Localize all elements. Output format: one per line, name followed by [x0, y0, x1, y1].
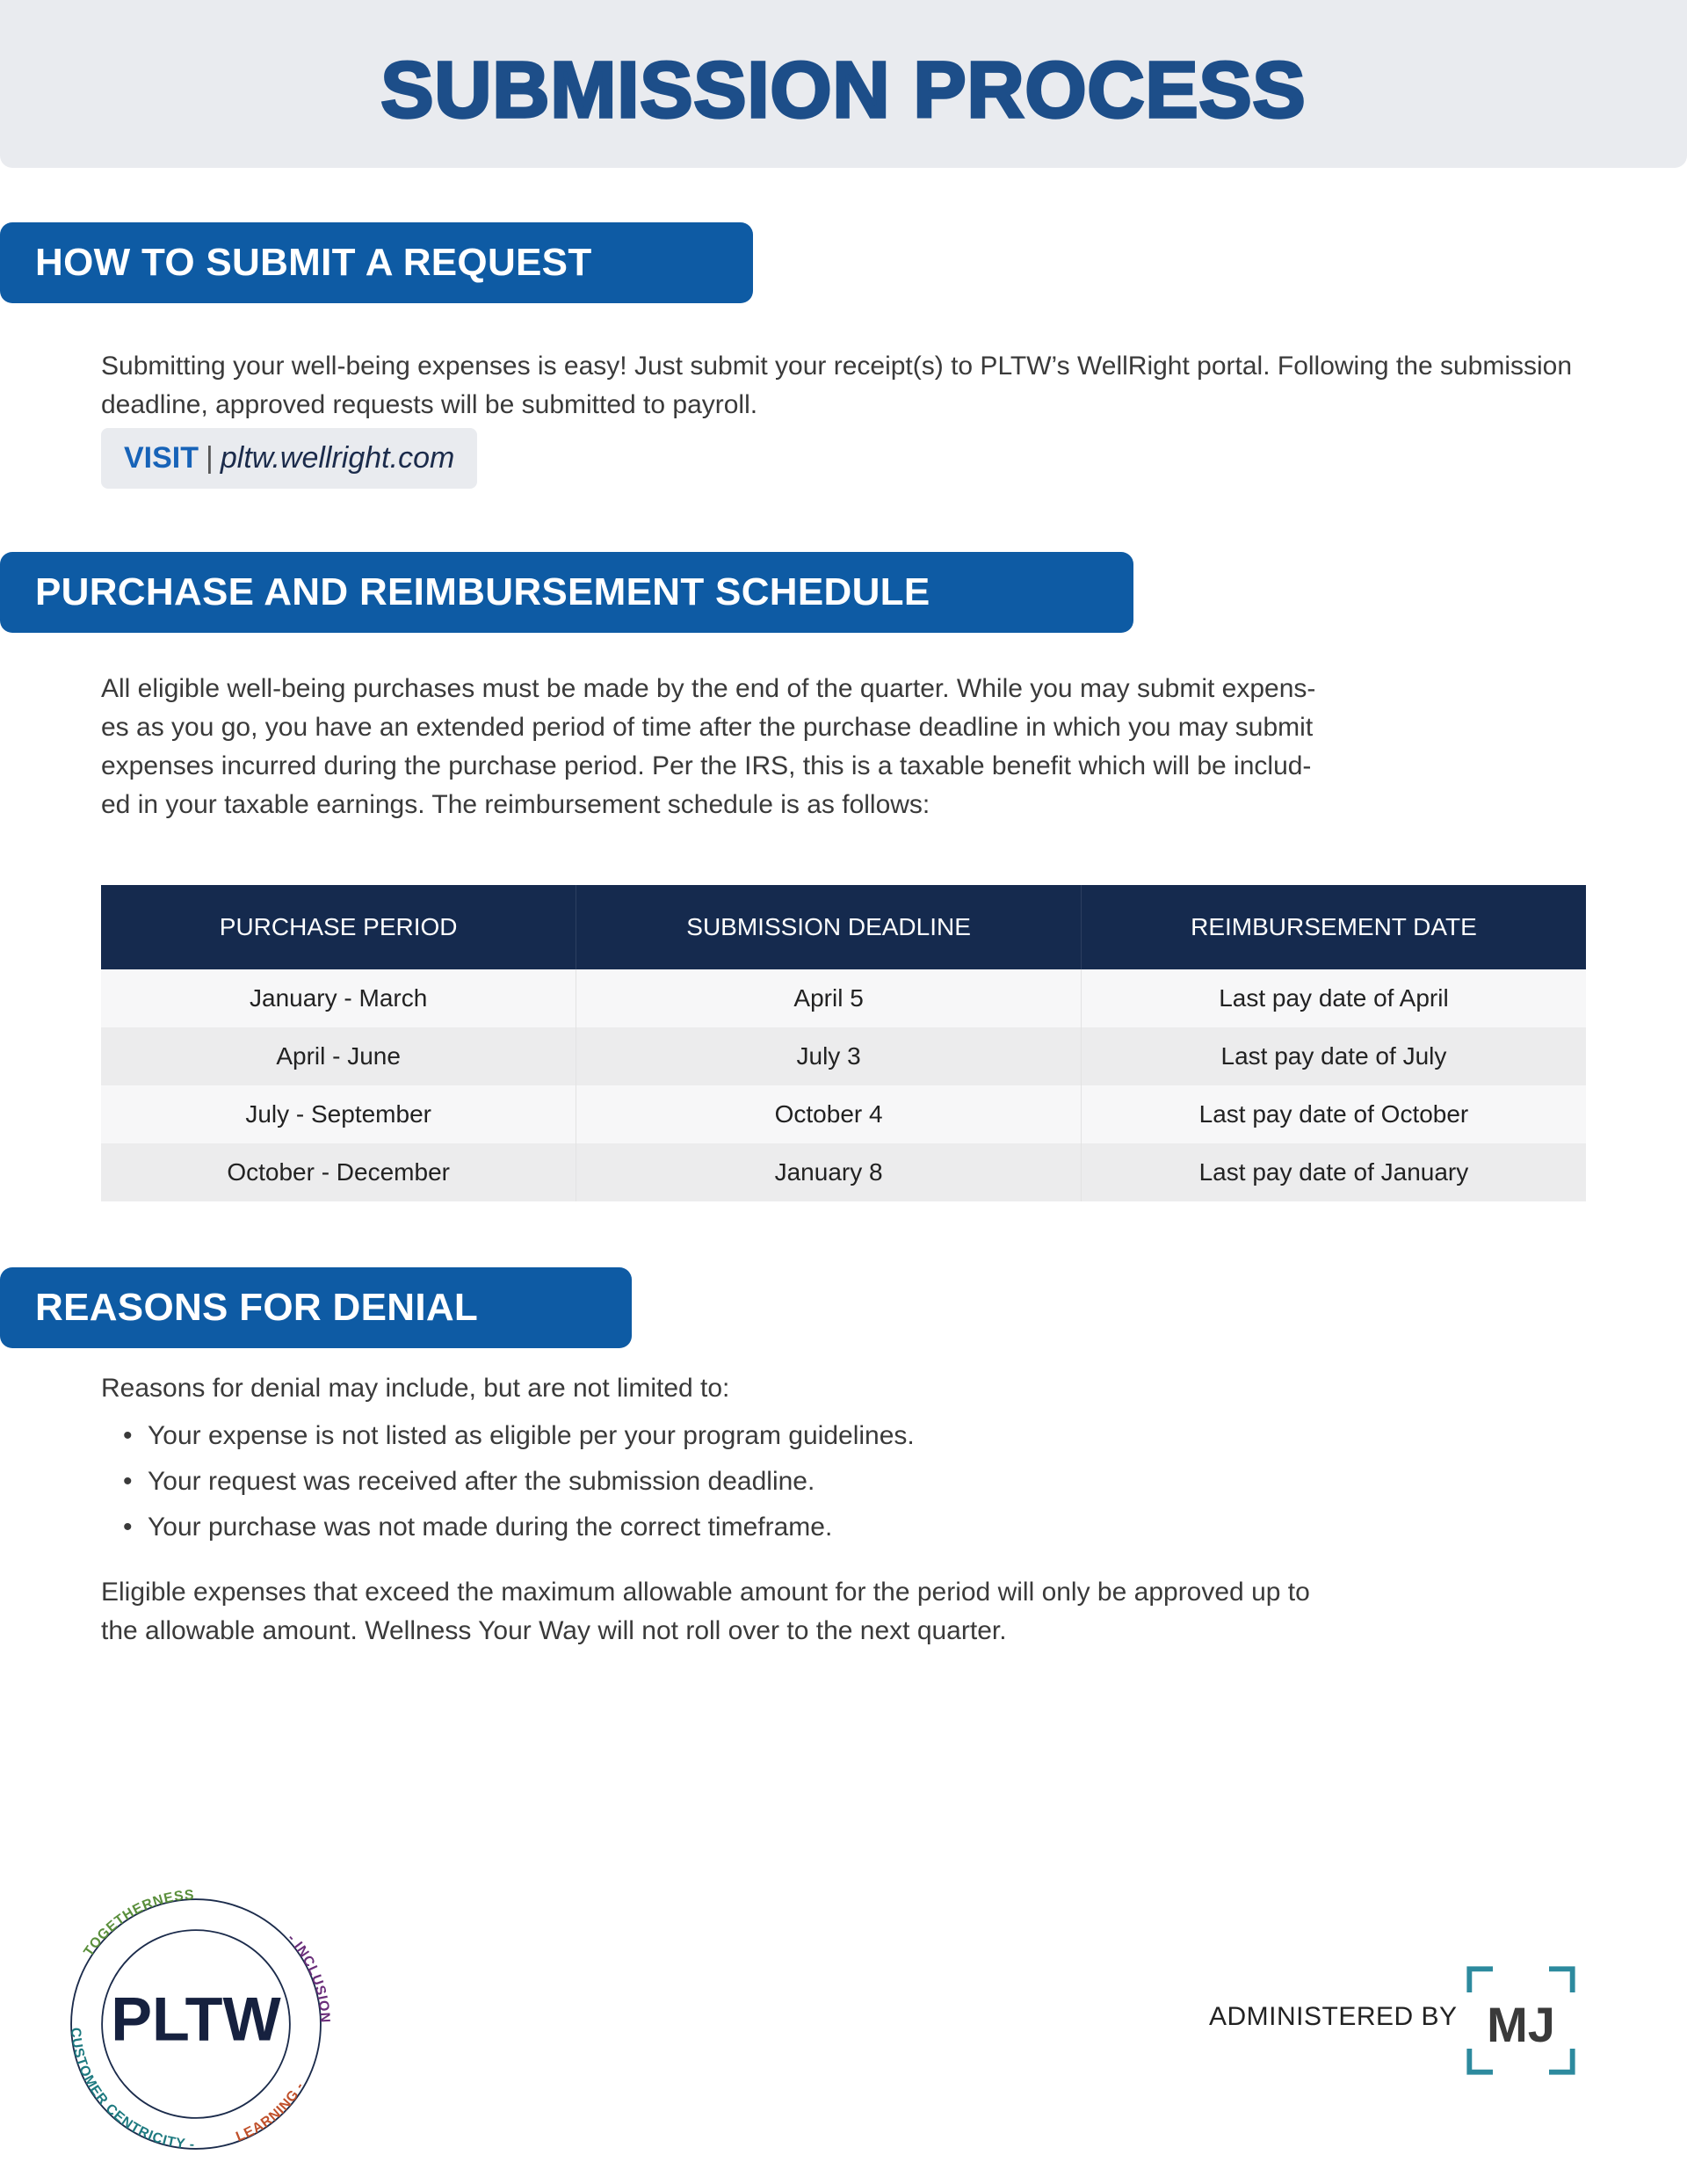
- svg-text:- INCLUSION: - INCLUSION: [285, 1931, 333, 2023]
- svg-text:LEARNING -: LEARNING -: [234, 2079, 308, 2144]
- svg-text:PLTW: PLTW: [111, 1984, 281, 2053]
- svg-text:MJ: MJ: [1487, 1997, 1555, 2052]
- svg-text:TOGETHERNESS: TOGETHERNESS: [81, 1888, 194, 1959]
